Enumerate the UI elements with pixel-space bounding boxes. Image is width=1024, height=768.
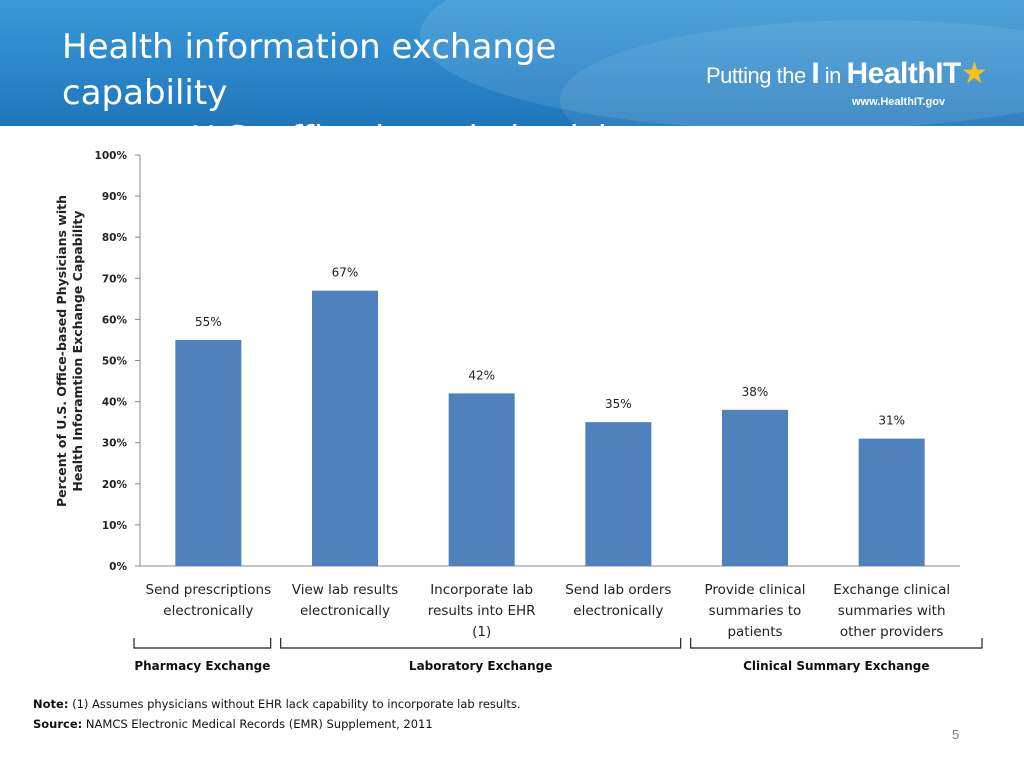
x-tick-label-line: View lab results (291, 582, 399, 598)
y-tick-label: 40% (102, 397, 128, 409)
group-label: Pharmacy Exchange (134, 659, 271, 673)
bar (858, 438, 925, 566)
y-tick-label: 10% (102, 520, 128, 532)
x-tick-label: Provide clinical summaries to patients (689, 580, 821, 643)
slide-title: Health information exchange capability a… (62, 24, 702, 126)
data-label: 42% (468, 368, 495, 382)
source-note: Source: NAMCS Electronic Medical Records… (33, 717, 433, 731)
x-tick-label-line: summaries with (837, 603, 946, 619)
x-tick-label-line: Send prescriptions (145, 582, 272, 598)
data-label: 31% (878, 414, 905, 428)
group-bracket (690, 638, 983, 649)
logo-url: www.HealthIT.gov (852, 96, 946, 108)
y-tick-label: 80% (102, 232, 128, 244)
group-bracket (133, 638, 272, 649)
x-tick-label-line: Incorporate lab (430, 582, 534, 598)
y-tick-label: 90% (102, 191, 128, 203)
bar (175, 339, 242, 566)
x-tick-label-line: electronically (299, 603, 391, 619)
x-tick-label-line: electronically (163, 603, 254, 619)
x-tick-label-line: Provide clinical (704, 582, 806, 598)
data-label: 67% (332, 266, 359, 280)
bar (448, 393, 515, 566)
title-banner: Health information exchange capability a… (0, 0, 1024, 126)
group-bracket (280, 638, 682, 649)
x-tick-label-line: (1) (472, 624, 492, 640)
x-tick-label-line: patients (727, 624, 783, 640)
y-tick-label: 20% (102, 479, 128, 491)
data-label: 38% (742, 385, 769, 399)
page-number: 5 (952, 727, 960, 742)
logo-wordmark: Putting the I in HealthIT★ (706, 57, 988, 90)
y-tick-label: 50% (102, 356, 128, 368)
x-tick-label: Incorporate lab results into EHR (1) (416, 580, 548, 643)
healthit-logo: Putting the I in HealthIT★ www.HealthIT.… (706, 56, 1006, 116)
x-tick-label-line: Send lab orders (565, 582, 672, 598)
x-tick-label: Send prescriptions electronically (142, 580, 274, 622)
slide-title-line-1: Health information exchange capability (62, 27, 557, 113)
y-tick-label: 0% (109, 561, 127, 573)
group-label: Laboratory Exchange (408, 659, 553, 673)
x-tick-label: Exchange clinical summaries with other pro… (826, 580, 958, 643)
bar (585, 422, 652, 566)
x-tick-label-line: results into EHR (427, 603, 536, 619)
x-tick-label: View lab results electronically (279, 580, 411, 622)
x-tick-label-line: electronically (573, 603, 664, 619)
footnote: Note: (1) Assumes physicians without EHR… (33, 697, 521, 711)
x-tick-label-line: Exchange clinical (833, 582, 951, 598)
bar (722, 409, 788, 566)
y-tick-label: 70% (102, 273, 128, 285)
group-label: Clinical Summary Exchange (743, 659, 930, 673)
x-tick-label: Send lab orders electronically (552, 580, 684, 622)
slide-title-line-2: among U.S. office-based physicians (62, 116, 702, 126)
star-icon: ★ (960, 57, 988, 90)
data-label: 55% (195, 315, 222, 329)
y-tick-label: 100% (95, 150, 128, 162)
y-tick-label: 30% (102, 438, 128, 450)
bar (312, 290, 378, 566)
y-tick-label: 60% (102, 314, 128, 326)
x-tick-label-line: other providers (839, 624, 944, 640)
x-tick-label-line: summaries to (708, 603, 802, 619)
data-label: 35% (605, 397, 632, 411)
